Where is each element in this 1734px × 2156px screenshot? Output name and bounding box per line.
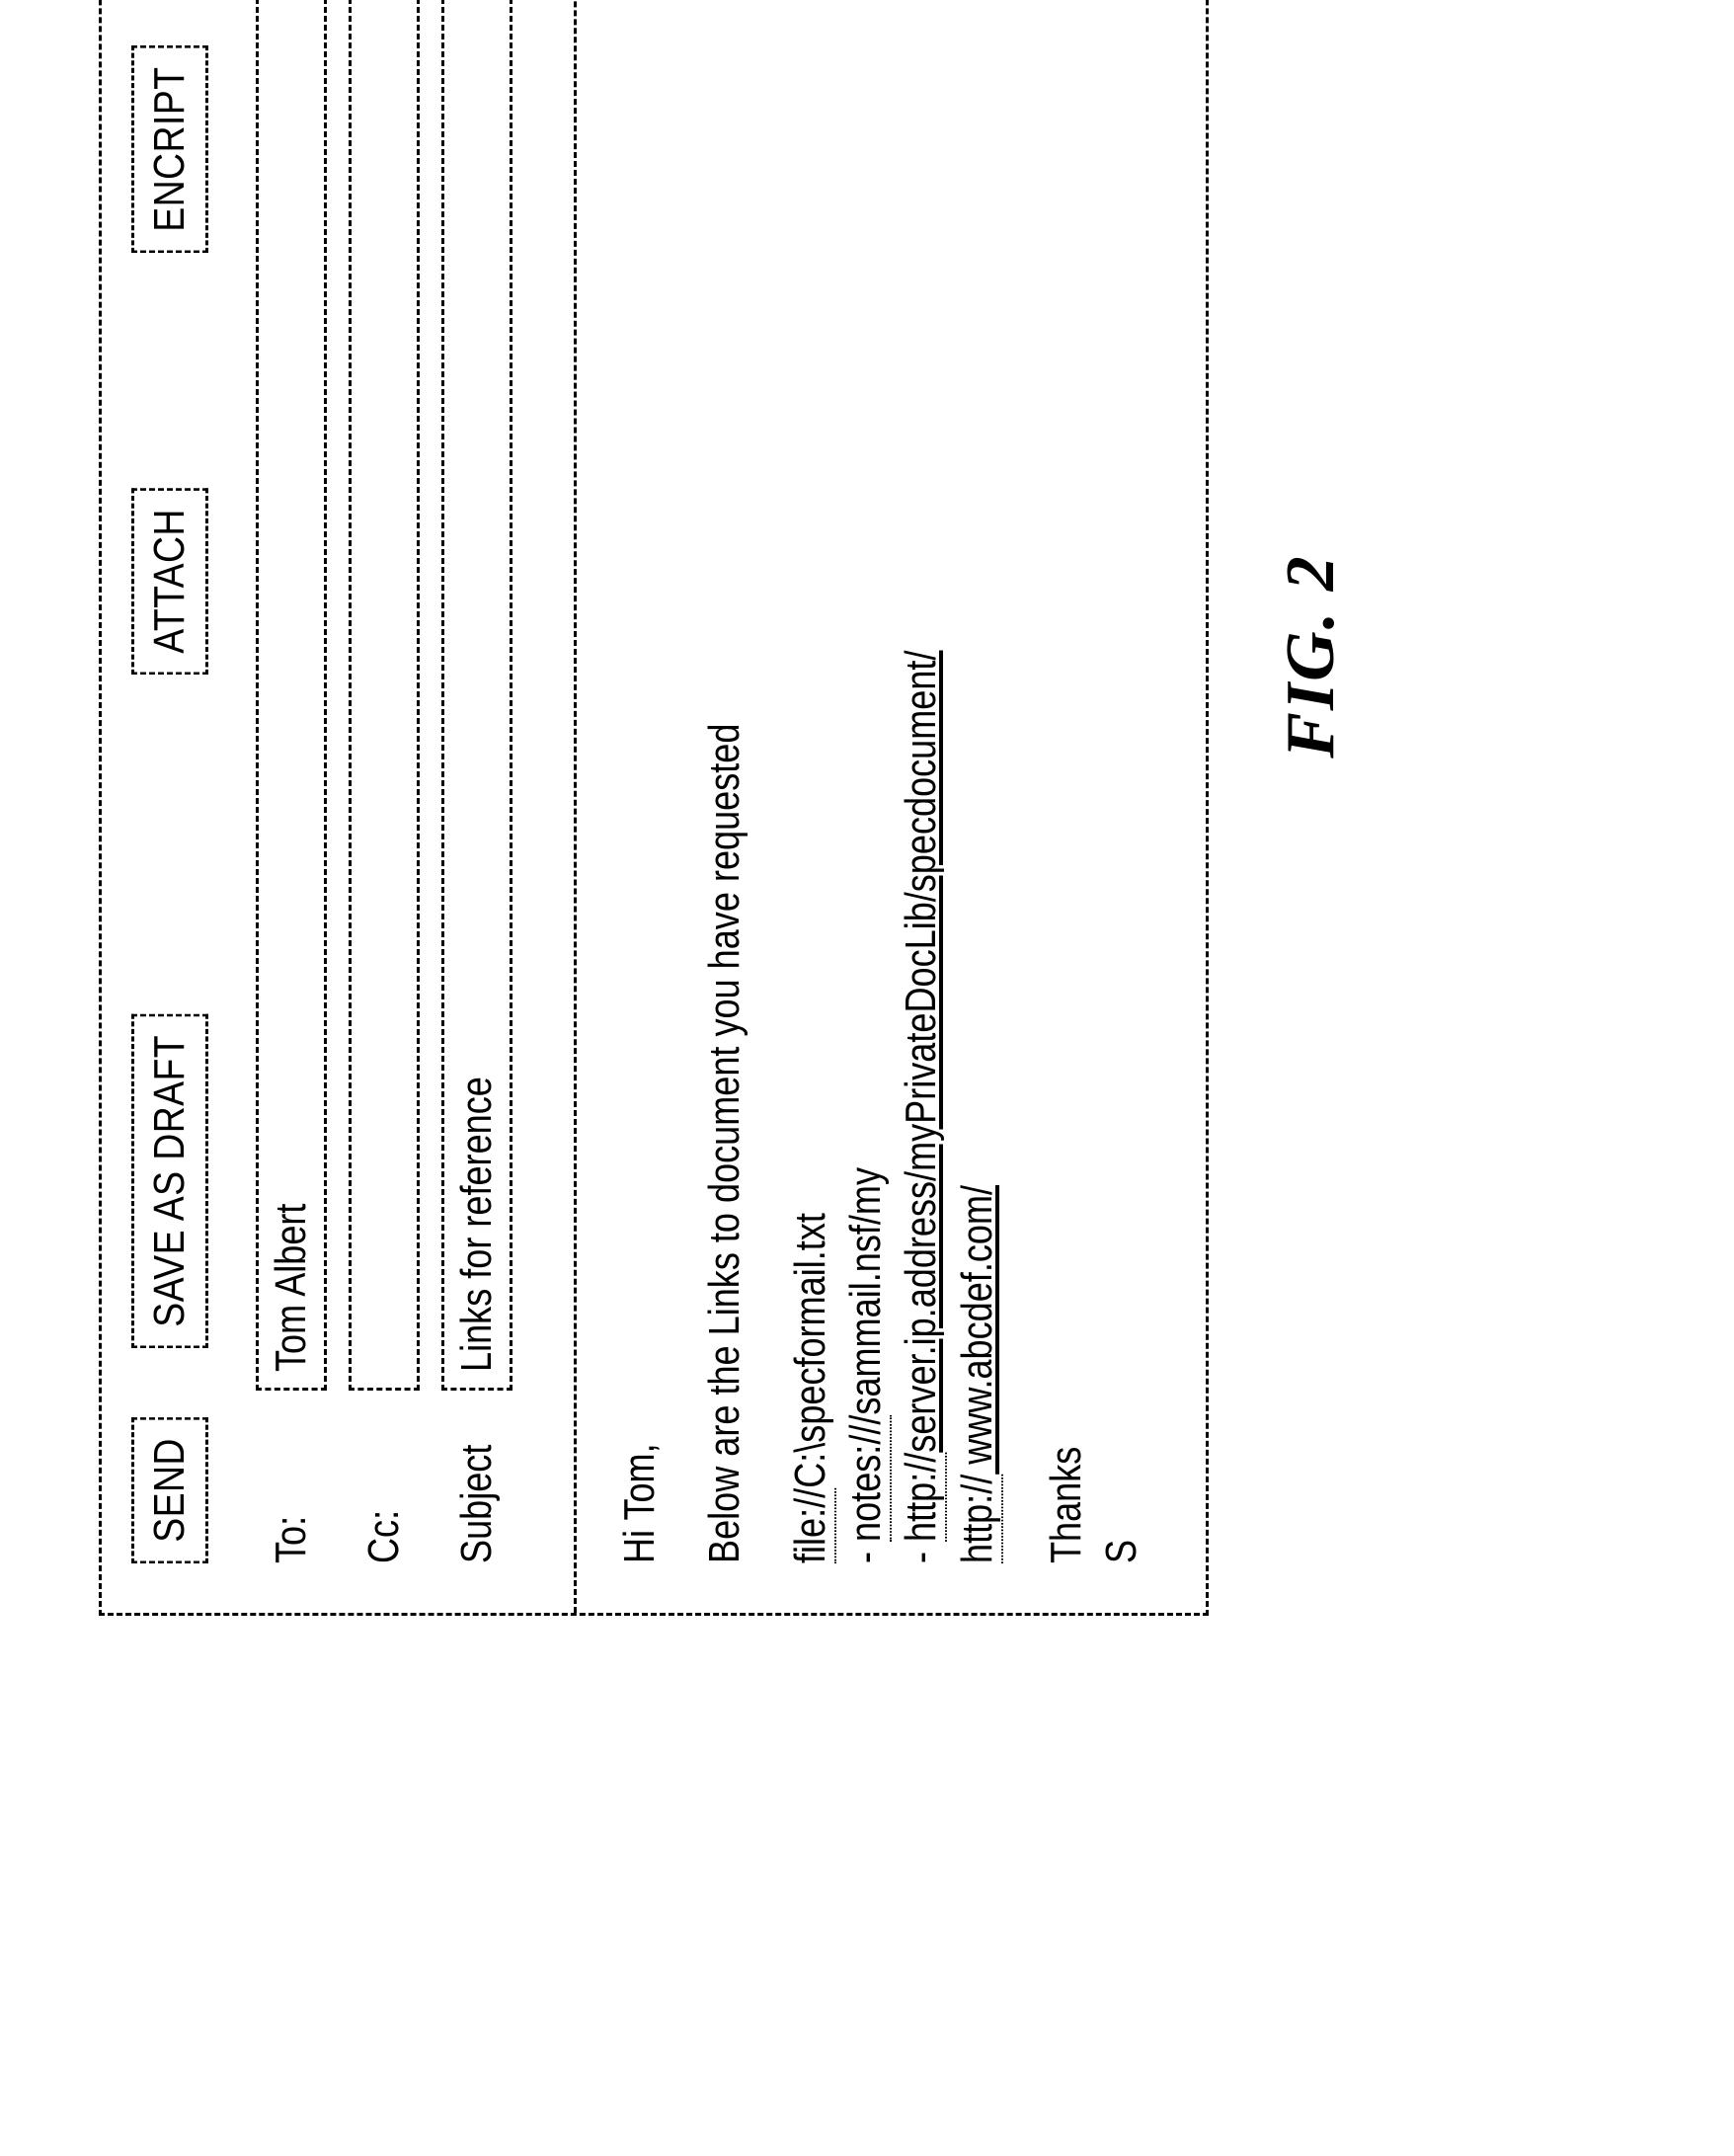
closing-thanks: Thanks [1039, 0, 1094, 1563]
link-item: file://C:\specformail.txt [783, 0, 838, 1563]
email-compose-window: SEND SAVE AS DRAFT ATTACH ENCRIPT To: To… [99, 0, 1209, 1616]
encrypt-button[interactable]: ENCRIPT [131, 46, 208, 254]
message-body[interactable]: Hi Tom, Below are the Links to document … [577, 0, 1206, 1613]
figure-caption: FIG. 2 [1272, 0, 1351, 1616]
cc-row: Cc: [349, 0, 420, 1563]
link-item: - http://server.ip.address/myPrivateDocL… [894, 0, 949, 1563]
to-input[interactable]: Tom Albert [256, 0, 327, 1391]
cc-input[interactable] [349, 0, 420, 1391]
attach-button[interactable]: ATTACH [131, 488, 208, 675]
links-list: file://C:\specformail.txt- notes:///samm… [783, 0, 1005, 1563]
toolbar: SEND SAVE AS DRAFT ATTACH ENCRIPT [131, 0, 208, 1563]
closing-sig: S [1094, 0, 1149, 1563]
save-draft-button[interactable]: SAVE AS DRAFT [131, 1013, 208, 1347]
to-row: To: Tom Albert [256, 0, 327, 1563]
greeting-text: Hi Tom, [612, 0, 668, 1563]
subject-input[interactable]: Links for reference [441, 0, 512, 1391]
subject-row: Subject Links for reference [441, 0, 512, 1563]
to-label: To: [267, 1422, 316, 1564]
header-section: SEND SAVE AS DRAFT ATTACH ENCRIPT To: To… [102, 0, 577, 1613]
link-item: - notes:///sammail.nsf/my [838, 0, 894, 1563]
cc-label: Cc: [359, 1422, 409, 1564]
subject-label: Subject [452, 1422, 502, 1564]
link-item: http:// www.abcdef.com/ [950, 0, 1005, 1563]
send-button[interactable]: SEND [131, 1417, 208, 1563]
intro-text: Below are the Links to document you have… [697, 0, 752, 1563]
